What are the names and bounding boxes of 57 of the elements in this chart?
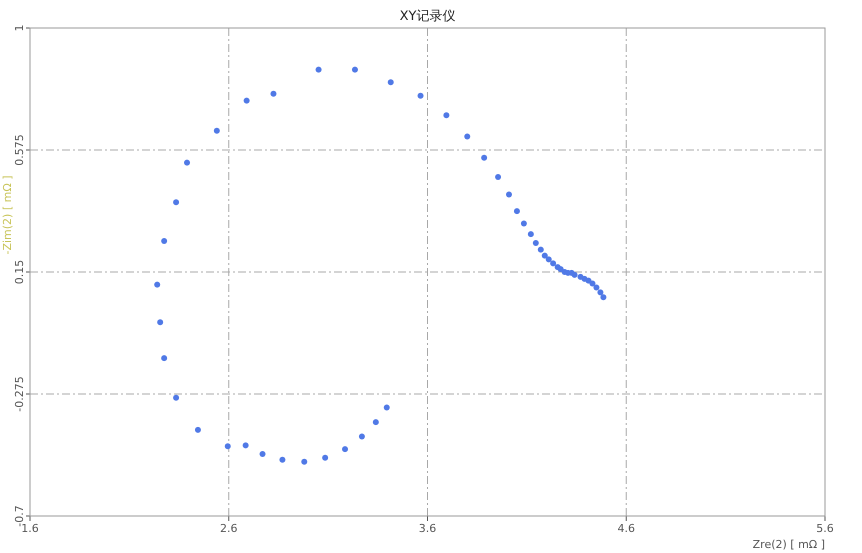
point [546,256,552,262]
point [358,433,365,440]
chart-title: XY记录仪 [400,9,456,24]
y-axis-title: -Zim(2) [ mΩ ] [1,175,14,255]
point [224,443,231,450]
point [342,446,348,452]
point [572,272,578,278]
point [279,456,286,463]
point [418,92,424,99]
y-tick-label: 0.15 [13,260,26,284]
point [585,278,592,284]
point [443,112,450,118]
point [495,174,502,180]
point [506,191,512,198]
y-tick-label: 1 [13,24,26,32]
point [322,454,328,461]
point [384,404,390,410]
point [173,394,180,401]
point [597,289,604,296]
point [157,319,164,326]
point [173,199,180,206]
point [184,160,190,166]
y-tick-label: -0.275 [13,376,26,412]
point [316,66,322,73]
point [532,240,539,246]
point [154,282,160,288]
point [593,284,600,290]
point [260,450,266,457]
x-tick-label: 5.6 [816,522,834,535]
point [214,128,220,134]
point [520,220,527,226]
point [542,252,548,259]
point [242,442,249,448]
point [558,266,564,272]
x-axis-title: Zre(2) [ mΩ ] [752,538,825,551]
point [270,90,276,97]
point [538,246,544,253]
x-tick-label: 3.6 [418,522,436,535]
point [600,294,606,300]
point [464,134,470,140]
point [589,280,596,286]
point [161,238,168,244]
point [194,426,201,433]
point [514,208,520,214]
point [352,66,358,73]
x-tick-label: 2.6 [220,522,238,535]
point [481,154,488,161]
point [388,79,394,86]
x-tick-label: 1.6 [21,522,39,535]
point [244,98,250,104]
point [550,260,556,266]
point [528,231,534,238]
x-tick-label: 4.6 [618,522,635,535]
y-tick-label: 0.575 [13,134,26,166]
point [301,458,308,465]
point [161,355,168,362]
point [372,419,379,426]
